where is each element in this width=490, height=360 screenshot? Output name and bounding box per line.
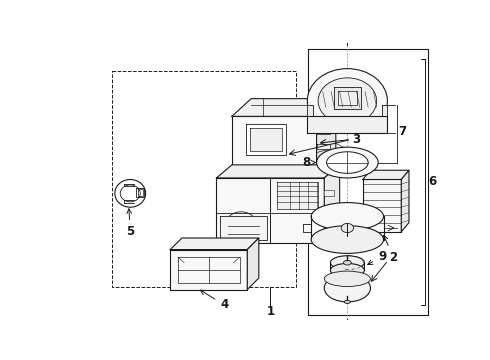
Polygon shape (382, 105, 388, 116)
Polygon shape (307, 116, 388, 133)
Text: 9: 9 (368, 250, 386, 265)
Polygon shape (317, 144, 330, 149)
Polygon shape (220, 216, 267, 239)
Polygon shape (217, 165, 340, 178)
Polygon shape (324, 190, 334, 195)
Polygon shape (317, 129, 330, 134)
Ellipse shape (311, 203, 384, 230)
Ellipse shape (341, 223, 354, 233)
Text: 2: 2 (384, 235, 398, 264)
Text: 5: 5 (126, 209, 134, 238)
Polygon shape (245, 124, 286, 155)
Text: 1: 1 (266, 305, 274, 318)
Ellipse shape (307, 69, 388, 133)
Text: 4: 4 (200, 290, 228, 311)
Polygon shape (338, 91, 357, 105)
Ellipse shape (311, 226, 384, 253)
Text: 3: 3 (352, 133, 361, 146)
Polygon shape (307, 105, 313, 116)
Polygon shape (317, 159, 330, 165)
Polygon shape (217, 178, 324, 243)
Ellipse shape (330, 264, 365, 277)
Ellipse shape (324, 271, 370, 287)
Polygon shape (324, 206, 334, 211)
Ellipse shape (330, 256, 365, 270)
Polygon shape (171, 249, 247, 289)
Polygon shape (249, 128, 282, 151)
Polygon shape (324, 165, 340, 243)
Ellipse shape (317, 147, 378, 178)
Ellipse shape (343, 260, 351, 265)
Polygon shape (324, 221, 334, 226)
Polygon shape (232, 116, 317, 170)
Ellipse shape (344, 300, 350, 303)
Polygon shape (401, 170, 409, 232)
Polygon shape (363, 170, 409, 180)
Text: 7: 7 (398, 125, 406, 138)
Polygon shape (247, 238, 259, 289)
Polygon shape (276, 182, 318, 209)
Polygon shape (334, 87, 361, 109)
Polygon shape (317, 99, 336, 170)
Polygon shape (363, 180, 401, 232)
Ellipse shape (324, 274, 370, 302)
Ellipse shape (318, 78, 377, 124)
Text: 6: 6 (428, 175, 437, 188)
Polygon shape (171, 238, 259, 249)
Polygon shape (232, 99, 336, 116)
Ellipse shape (326, 152, 368, 173)
Text: 8: 8 (302, 156, 316, 169)
